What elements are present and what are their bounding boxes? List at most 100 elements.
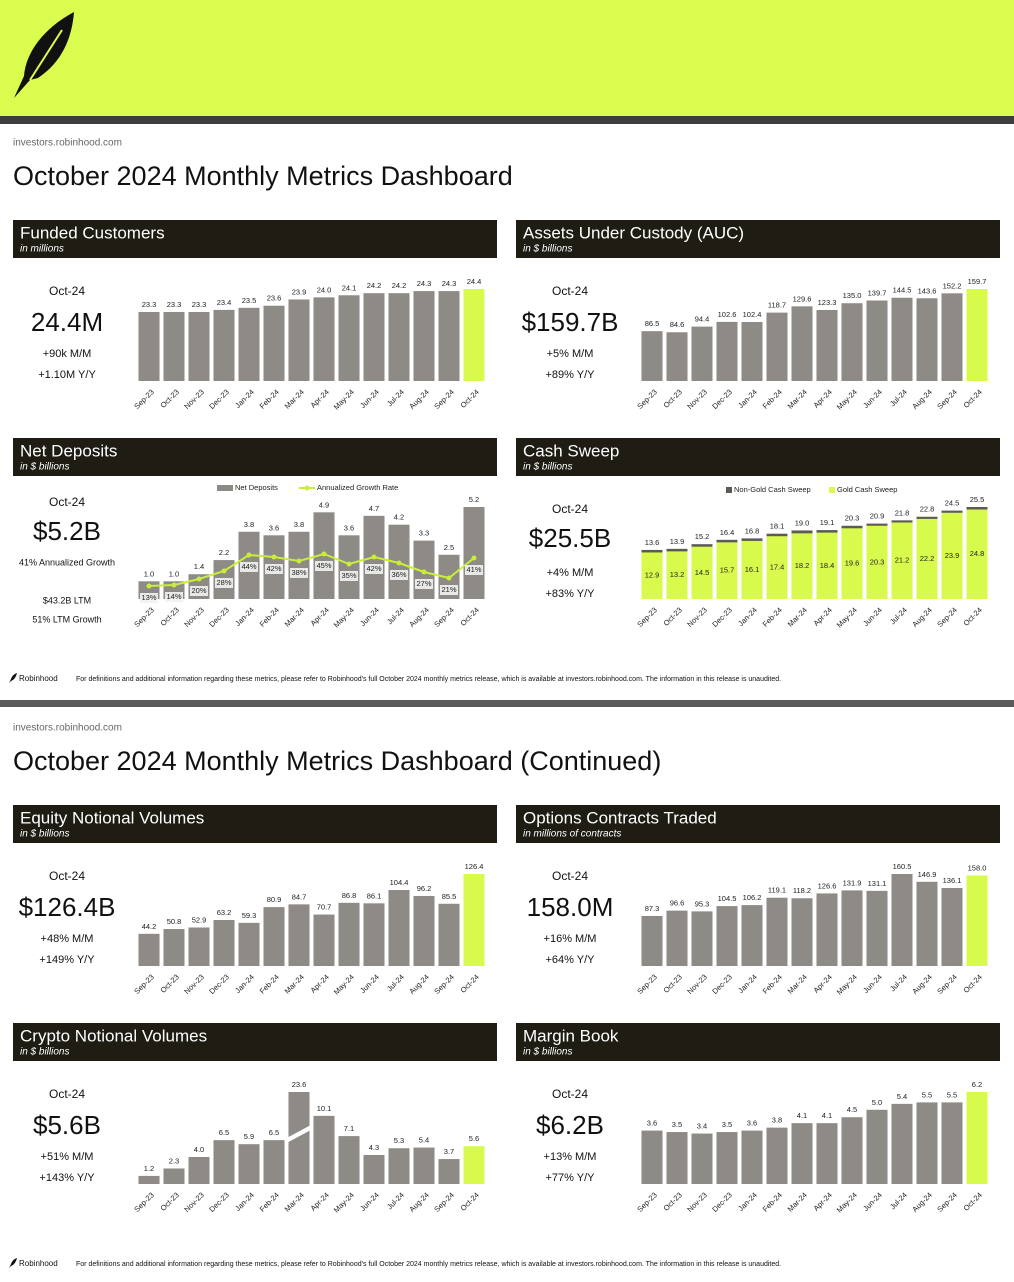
panel-subtitle: in $ billions [20, 1047, 69, 1058]
panel-header [13, 220, 497, 258]
x-tick-label: Sep-23 [635, 605, 658, 628]
x-tick-label: Jul-24 [385, 387, 406, 408]
x-tick-label: Dec-23 [710, 605, 733, 628]
panel-subtitle: in millions [20, 244, 64, 255]
x-tick-label: Oct-23 [662, 387, 684, 409]
bar [691, 911, 713, 966]
value-label: 4.7 [369, 504, 379, 513]
x-tick-label: Dec-23 [207, 387, 230, 410]
panel-title: Equity Notional Volumes [20, 808, 204, 827]
x-tick-label: Aug-24 [910, 972, 933, 995]
pct-label: 36% [391, 570, 406, 579]
header-band [0, 0, 1014, 116]
footer-note: For definitions and additional informati… [76, 676, 781, 683]
bar [388, 293, 410, 381]
x-tick-label: Jul-24 [888, 605, 909, 626]
x-tick-label: Jan-24 [233, 605, 256, 628]
value-label: 24.3 [417, 279, 432, 288]
pct-label: 21% [441, 585, 456, 594]
footer-logo [9, 673, 17, 683]
x-tick-label: Mar-24 [786, 605, 809, 628]
bar [188, 1157, 210, 1184]
total-label: 19.1 [820, 518, 835, 527]
bar [213, 1140, 235, 1184]
bar [363, 903, 385, 966]
x-tick-label: Mar-24 [786, 1190, 809, 1213]
kpi-note: +5% M/M [547, 348, 594, 360]
x-tick-label: May-24 [835, 972, 859, 996]
line-marker [421, 569, 427, 575]
x-tick-label: Feb-24 [761, 387, 784, 410]
pct-label: 27% [416, 579, 431, 588]
value-label: 2.5 [444, 543, 454, 552]
total-label: 15.2 [695, 532, 710, 541]
kpi-value: $5.2B [33, 516, 101, 546]
x-tick-label: Apr-24 [309, 1190, 331, 1212]
x-tick-label: Nov-23 [182, 1190, 205, 1213]
kpi-note: +83% Y/Y [545, 588, 595, 600]
value-label: 1.2 [144, 1164, 154, 1173]
pct-label: 38% [291, 568, 306, 577]
x-tick-label: Mar-24 [283, 972, 306, 995]
value-label: 106.2 [743, 893, 762, 902]
value-label: 4.0 [194, 1145, 204, 1154]
x-tick-label: Jan-24 [736, 387, 759, 410]
bar [388, 1148, 410, 1184]
value-label: 22.2 [920, 554, 935, 563]
x-tick-label: Oct-24 [962, 605, 984, 627]
panel-header [13, 438, 497, 476]
bar [138, 312, 160, 381]
bar [716, 321, 738, 381]
x-tick-label: Oct-24 [459, 1190, 481, 1212]
x-tick-label: May-24 [835, 1190, 859, 1214]
panel-header [13, 805, 497, 843]
x-tick-label: Jul-24 [385, 972, 406, 993]
value-label: 21.2 [895, 556, 910, 565]
bar [188, 312, 210, 381]
value-label: 2.3 [169, 1156, 179, 1165]
bar [741, 1130, 763, 1184]
kpi-note: $43.2B LTM [43, 595, 91, 605]
bar [213, 309, 235, 381]
x-tick-label: Jun-24 [358, 972, 381, 995]
bar [916, 881, 938, 966]
bar [691, 1133, 713, 1184]
kpi-value: 158.0M [527, 892, 614, 922]
kpi-note: +48% M/M [41, 933, 94, 945]
bar [816, 1123, 838, 1184]
bar [641, 331, 663, 381]
x-tick-label: Dec-23 [207, 972, 230, 995]
panel-header [516, 805, 1000, 843]
x-tick-label: Mar-24 [283, 1190, 306, 1213]
bar [666, 332, 688, 381]
bar [666, 551, 688, 599]
value-label: 160.5 [893, 862, 912, 871]
bar [238, 922, 260, 966]
footer-note: For definitions and additional informati… [76, 1261, 781, 1268]
pct-label-box [140, 593, 158, 603]
x-tick-label: Oct-23 [662, 972, 684, 994]
pct-label-box [340, 571, 358, 581]
bar [916, 518, 938, 599]
kpi-period: Oct-24 [552, 1087, 588, 1101]
bar [413, 1147, 435, 1184]
bar [966, 509, 988, 599]
x-tick-label: Dec-23 [710, 972, 733, 995]
x-tick-label: Nov-23 [182, 605, 205, 628]
bar [941, 887, 963, 966]
value-label: 86.1 [367, 891, 382, 900]
x-tick-label: Sep-23 [635, 387, 658, 410]
separator [0, 116, 1014, 124]
x-tick-label: Oct-23 [159, 605, 181, 627]
kpi-period: Oct-24 [49, 869, 85, 883]
x-tick-label: Sep-24 [432, 1190, 455, 1213]
total-label: 16.4 [720, 528, 735, 537]
x-tick-label: Jun-24 [861, 605, 884, 628]
total-label: 22.8 [920, 505, 935, 514]
kpi-note: +51% M/M [41, 1151, 94, 1163]
x-tick-label: May-24 [332, 1190, 356, 1214]
value-label: 80.9 [267, 895, 282, 904]
bar [138, 1175, 160, 1184]
x-tick-label: Feb-24 [258, 605, 281, 628]
